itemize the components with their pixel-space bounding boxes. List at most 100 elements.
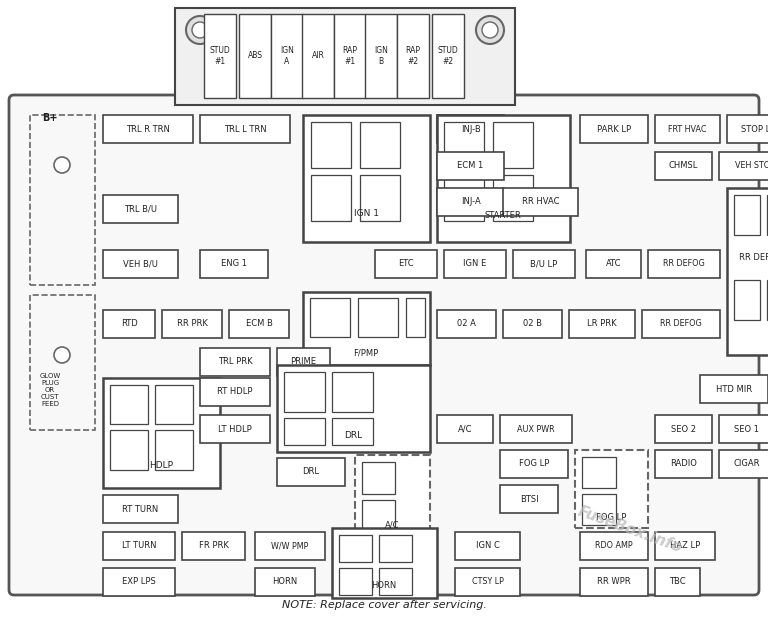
Text: LT TURN: LT TURN: [122, 541, 156, 551]
Bar: [432, 14, 464, 98]
Text: PRIME: PRIME: [290, 357, 316, 366]
Text: B/U LP: B/U LP: [531, 260, 558, 268]
Text: CTSY LP: CTSY LP: [472, 577, 504, 586]
Bar: [575, 450, 648, 528]
Text: RR DEFOG: RR DEFOG: [660, 320, 702, 329]
Text: 02 A: 02 A: [457, 320, 476, 329]
Bar: [271, 14, 303, 98]
Text: RR DEFOG: RR DEFOG: [739, 253, 768, 263]
Bar: [103, 495, 178, 523]
Text: AIR: AIR: [312, 51, 324, 61]
Text: ETC: ETC: [398, 260, 414, 268]
Bar: [444, 250, 506, 278]
Bar: [155, 430, 193, 470]
Text: HORN: HORN: [372, 580, 396, 590]
Bar: [229, 310, 289, 338]
Bar: [277, 365, 430, 452]
Text: IGN
B: IGN B: [374, 46, 388, 66]
Bar: [500, 485, 558, 513]
Bar: [103, 532, 175, 560]
Text: BTSI: BTSI: [520, 494, 538, 504]
Bar: [767, 280, 768, 320]
Bar: [437, 415, 493, 443]
Bar: [437, 188, 504, 216]
Text: FOG LP: FOG LP: [519, 460, 549, 468]
Bar: [734, 195, 760, 235]
Bar: [284, 372, 325, 412]
Bar: [580, 115, 648, 143]
Bar: [727, 188, 768, 355]
Circle shape: [186, 16, 214, 44]
Bar: [30, 295, 95, 430]
Bar: [302, 14, 334, 98]
Text: NOTE: Replace cover after servicing.: NOTE: Replace cover after servicing.: [282, 600, 486, 610]
Text: IGN C: IGN C: [475, 541, 499, 551]
Text: TRL L TRN: TRL L TRN: [223, 124, 266, 133]
Text: IGN E: IGN E: [463, 260, 487, 268]
Bar: [580, 532, 648, 560]
Circle shape: [482, 22, 498, 38]
Bar: [110, 430, 148, 470]
Text: RR PRK: RR PRK: [177, 320, 207, 329]
Text: TRL R TRN: TRL R TRN: [126, 124, 170, 133]
Text: RR DEFOG: RR DEFOG: [663, 260, 705, 268]
Bar: [655, 568, 700, 596]
Bar: [182, 532, 245, 560]
Bar: [162, 310, 222, 338]
Bar: [310, 298, 350, 337]
Bar: [332, 372, 373, 412]
Text: W/W PMP: W/W PMP: [271, 541, 309, 551]
Bar: [437, 115, 570, 242]
Bar: [303, 292, 430, 365]
Bar: [200, 250, 268, 278]
Bar: [175, 8, 515, 105]
Bar: [582, 494, 616, 525]
Text: TBC: TBC: [669, 577, 686, 586]
Text: HAZ LP: HAZ LP: [670, 541, 700, 551]
Text: INJ-A: INJ-A: [461, 198, 480, 206]
Text: FOG LP: FOG LP: [596, 514, 626, 522]
Text: EXP LPS: EXP LPS: [122, 577, 156, 586]
Text: IGN
A: IGN A: [280, 46, 294, 66]
Circle shape: [54, 347, 70, 363]
Bar: [362, 500, 395, 530]
Text: AUX PWR: AUX PWR: [517, 425, 554, 433]
Text: STUD
#2: STUD #2: [438, 46, 458, 66]
Text: HDLP: HDLP: [149, 462, 173, 470]
Bar: [719, 415, 768, 443]
Bar: [655, 115, 720, 143]
Bar: [455, 568, 520, 596]
Bar: [200, 378, 270, 406]
Bar: [444, 122, 484, 168]
Text: RR HVAC: RR HVAC: [521, 198, 559, 206]
Bar: [103, 378, 220, 488]
Bar: [339, 535, 372, 562]
Bar: [339, 568, 372, 595]
Text: B+: B+: [42, 113, 58, 123]
Text: ECM B: ECM B: [246, 320, 273, 329]
Text: GLOW
PLUG
OR
CUST
FEED: GLOW PLUG OR CUST FEED: [39, 373, 61, 407]
Bar: [375, 250, 437, 278]
Bar: [379, 535, 412, 562]
Bar: [311, 175, 351, 221]
Text: ATC: ATC: [606, 260, 621, 268]
Bar: [513, 250, 575, 278]
Bar: [437, 310, 496, 338]
Text: RT TURN: RT TURN: [122, 504, 159, 514]
Bar: [255, 568, 315, 596]
Bar: [332, 418, 373, 445]
Bar: [655, 450, 712, 478]
Bar: [284, 418, 325, 445]
Bar: [334, 14, 366, 98]
Text: STARTER: STARTER: [485, 211, 521, 219]
Bar: [360, 175, 400, 221]
Bar: [103, 568, 175, 596]
Bar: [332, 528, 437, 598]
Bar: [569, 310, 635, 338]
Bar: [503, 310, 562, 338]
Bar: [767, 195, 768, 235]
Text: RDO AMP: RDO AMP: [595, 541, 633, 551]
Text: STUD
#1: STUD #1: [210, 46, 230, 66]
Circle shape: [54, 157, 70, 173]
Text: RR WPR: RR WPR: [598, 577, 631, 586]
